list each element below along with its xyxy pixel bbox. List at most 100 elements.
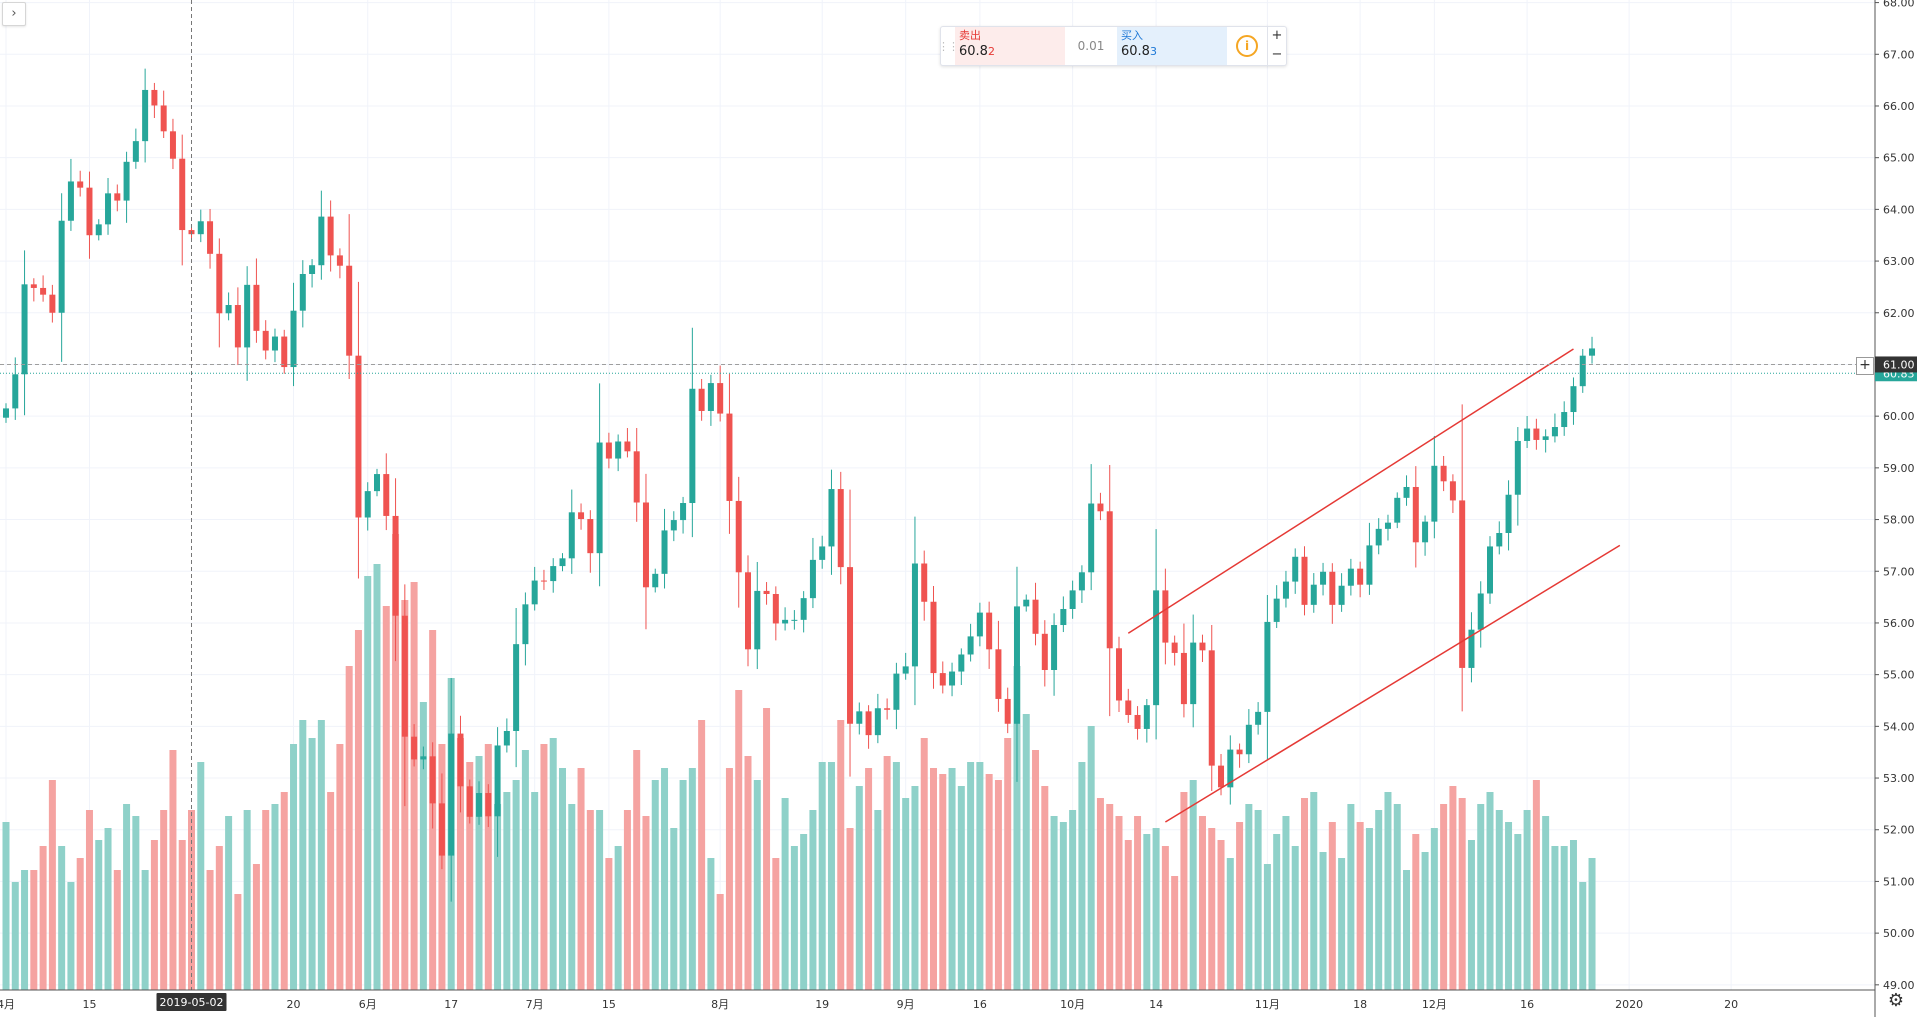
volume-bar (30, 870, 38, 990)
decrease-button[interactable]: − (1271, 47, 1283, 62)
candle-body (271, 336, 278, 351)
candle-body (698, 388, 705, 411)
candle-body (1171, 642, 1178, 653)
trendline (1127, 348, 1574, 634)
axis-plus-button[interactable]: + (1856, 357, 1874, 375)
volume-bar (67, 882, 75, 990)
volume-bar (549, 738, 557, 990)
volume-bar (1514, 834, 1522, 990)
candle-body (717, 383, 724, 414)
volume-bar (132, 816, 140, 990)
volume-bar (317, 720, 325, 990)
candle-body (1524, 428, 1531, 441)
volume-bar (568, 804, 576, 990)
candle-body (652, 573, 659, 588)
candle-body (290, 310, 297, 368)
volume-bar (1542, 816, 1550, 990)
candle-body (568, 512, 575, 559)
volume-bar (1078, 762, 1086, 990)
volume-bar (1412, 834, 1420, 990)
volume-bar (1217, 840, 1225, 990)
volume-bar (1032, 750, 1040, 990)
volume-bar (503, 792, 511, 990)
volume-bar (215, 846, 223, 990)
volume-bar (911, 786, 919, 990)
volume-bar (1134, 816, 1142, 990)
candle-body (95, 224, 102, 236)
volume-bar (1050, 816, 1058, 990)
volume-bar (1477, 804, 1485, 990)
volume-bar (531, 792, 539, 990)
volume-bar (744, 756, 752, 990)
candle-body (1357, 568, 1364, 585)
sell-label: 卖出 (959, 29, 981, 42)
x-tick-label: 18 (1353, 998, 1367, 1011)
volume-bar (308, 738, 316, 990)
increase-button[interactable]: + (1271, 28, 1283, 43)
volume-bar (994, 780, 1002, 990)
candle-body (958, 654, 965, 672)
candle-body (1143, 705, 1150, 729)
volume-bar (234, 894, 242, 990)
volume-bar (651, 780, 659, 990)
candle-body (1505, 494, 1512, 533)
chevron-right-icon[interactable]: › (2, 2, 26, 26)
volume-bar (753, 780, 761, 990)
candle-body (1051, 625, 1058, 670)
volume-bar (596, 810, 604, 990)
candle-body (1329, 571, 1336, 605)
candle-body (680, 503, 687, 521)
y-tick-label: 56.00 (1883, 617, 1915, 630)
candle-body (420, 756, 427, 760)
volume-bar (150, 840, 158, 990)
volume-bar (790, 846, 798, 990)
quantity-stepper[interactable]: + − (1267, 27, 1286, 65)
volume-bar (1263, 864, 1271, 990)
candle-body (865, 711, 872, 736)
info-icon[interactable]: i (1227, 27, 1267, 65)
sell-button[interactable]: 卖出 60.82 (955, 27, 1065, 65)
y-tick-label: 50.00 (1883, 927, 1915, 940)
drag-handle-icon[interactable]: ⋮⋮ (938, 39, 959, 53)
candle-body (1487, 546, 1493, 594)
volume-bar (892, 762, 900, 990)
candle-body (522, 604, 529, 645)
volume-bar (1384, 792, 1392, 990)
trade-widget[interactable]: ⋮⋮ 卖出 60.82 0.01 买入 60.83 i + − (938, 26, 1287, 66)
volume-bar (883, 756, 891, 990)
x-tick-label: 15 (82, 998, 96, 1011)
volume-bar (392, 534, 400, 990)
volume-bar (1022, 714, 1030, 990)
candle-body (624, 441, 631, 452)
volume-bar (716, 894, 724, 990)
gear-icon[interactable]: ⚙ (1887, 990, 1905, 1011)
candle-body (967, 636, 974, 655)
y-tick-label: 57.00 (1883, 565, 1915, 578)
buy-button[interactable]: 买入 60.83 (1117, 27, 1227, 65)
candle-body (772, 594, 779, 624)
volume-bar (466, 762, 474, 990)
volume-bar (1319, 852, 1327, 990)
candle-body (633, 451, 640, 503)
volume-bar (419, 702, 427, 990)
volume-bar (336, 744, 344, 990)
volume-bar (1282, 816, 1290, 990)
candle-body (540, 580, 547, 582)
candle-body (1384, 522, 1391, 529)
candle-body (1264, 621, 1271, 712)
x-tick-label: 7月 (526, 998, 544, 1011)
candle-body (689, 388, 696, 504)
volume-bar (1532, 780, 1540, 990)
volume-bar (1328, 822, 1336, 990)
volume-bar (345, 666, 353, 990)
volume-bar (1365, 828, 1373, 990)
candle-body (837, 489, 844, 568)
x-tick-label: 19 (815, 998, 829, 1011)
volume-bar (939, 774, 947, 990)
candle-body (364, 491, 371, 518)
x-tick-label: 10月 (1060, 998, 1085, 1011)
candle-body (828, 489, 835, 547)
candle-body (1320, 571, 1327, 585)
candle-body (791, 619, 798, 621)
